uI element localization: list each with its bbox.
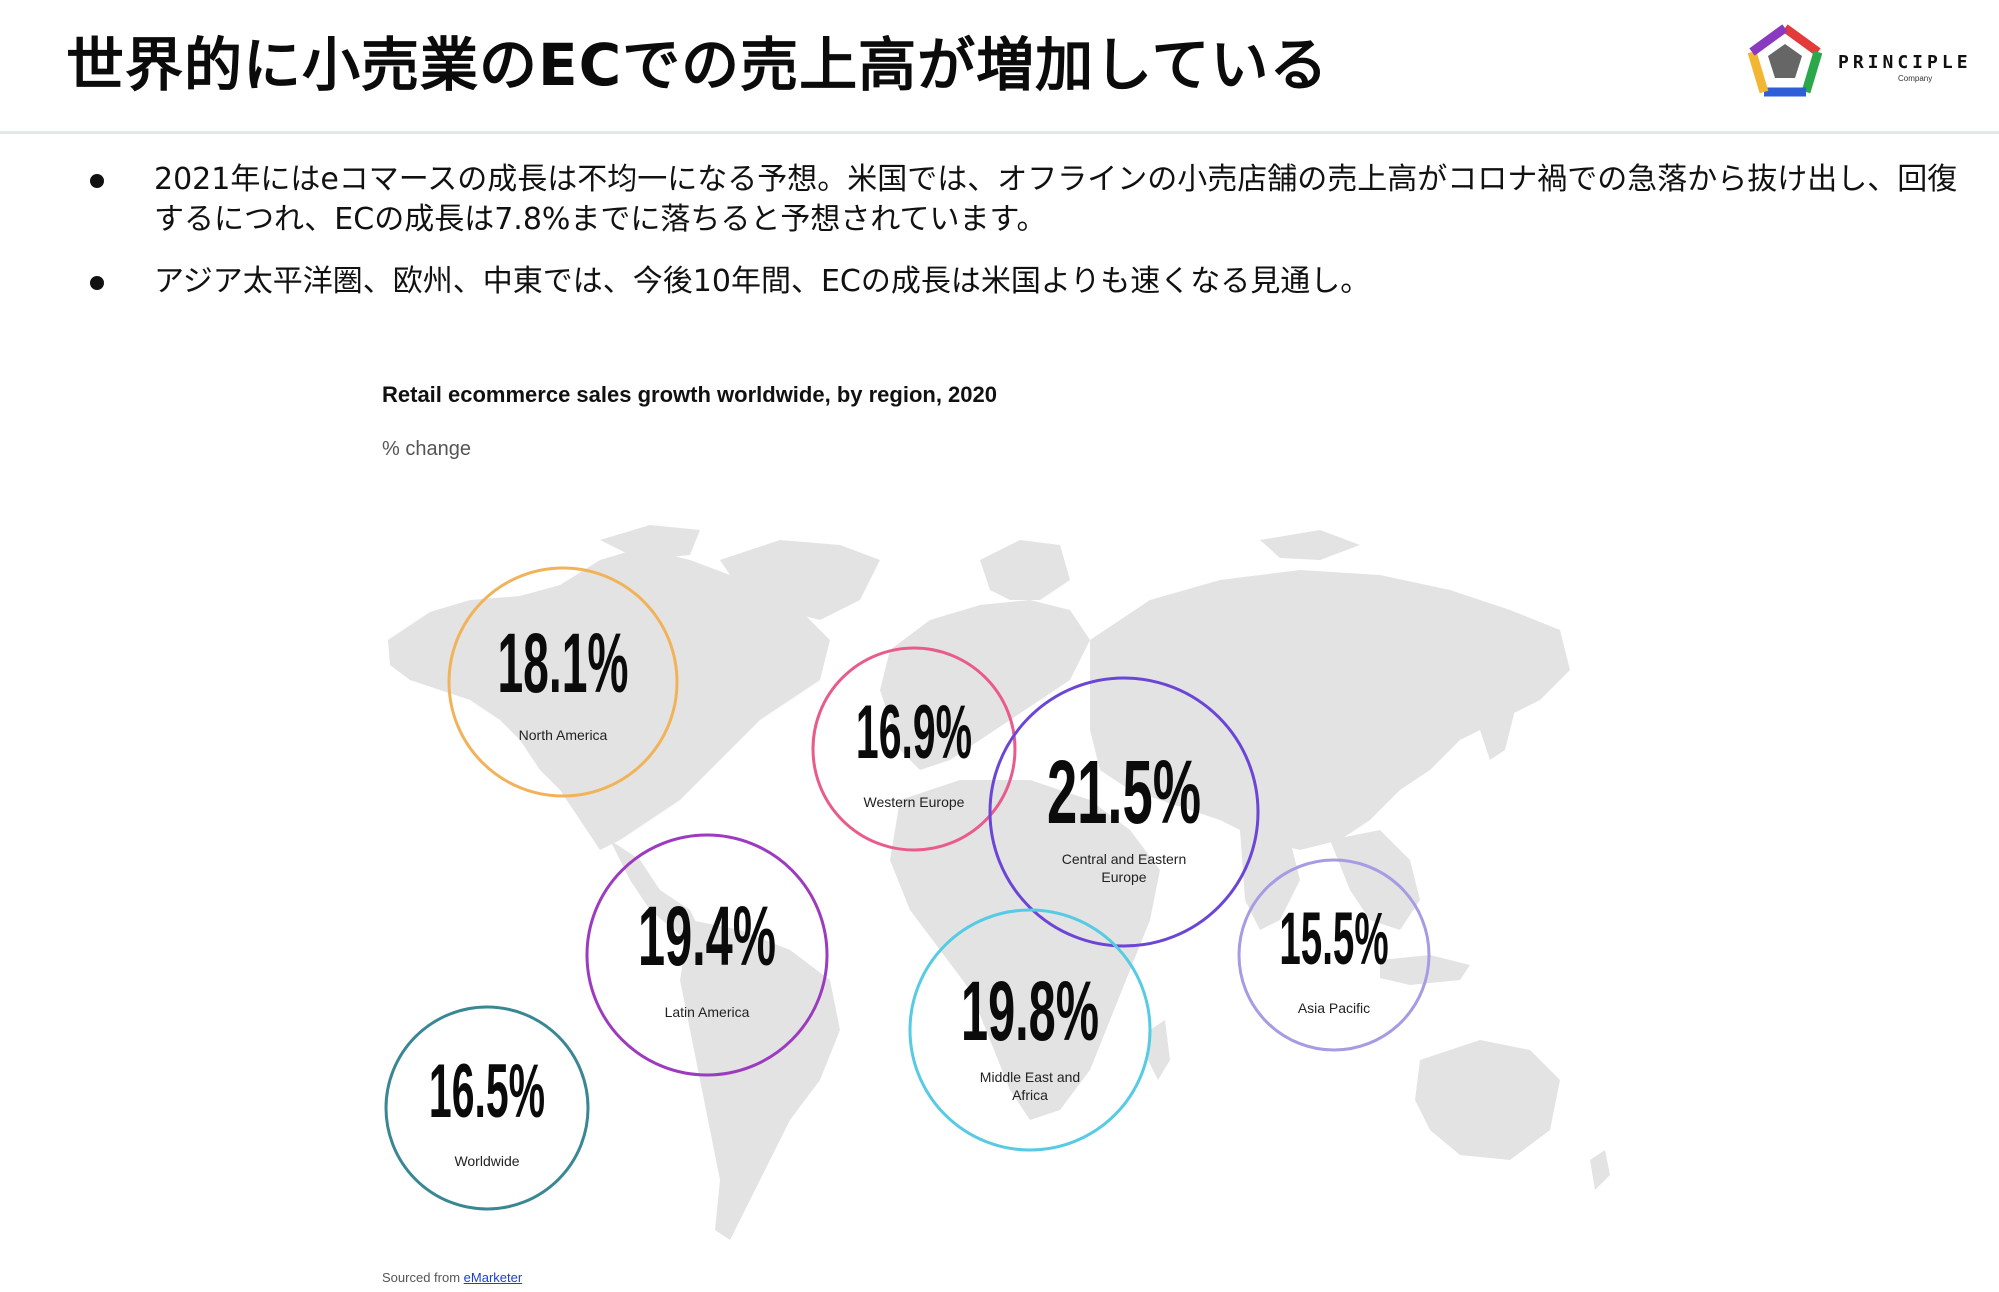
region-value: 19.4% — [638, 889, 776, 983]
bullet-list: 2021年にはeコマースの成長は不均一になる予想。米国では、オフラインの小売店舗… — [90, 160, 1970, 324]
pentagon-logo-icon — [1748, 24, 1822, 97]
figure-subtitle: % change — [382, 438, 471, 460]
region-bubble-worldwide: 16.5% Worldwide — [384, 1005, 590, 1211]
region-circle — [988, 676, 1260, 948]
region-value: 15.5% — [1279, 897, 1388, 980]
logo-wordmark: PRINCIPLE — [1838, 52, 1972, 73]
bullet-dot-icon — [90, 174, 104, 188]
region-circle — [585, 833, 829, 1077]
region-label: Worldwide — [454, 1153, 519, 1169]
region-circle — [908, 908, 1152, 1152]
figure-title: Retail ecommerce sales growth worldwide,… — [382, 382, 997, 407]
region-bubble-latin-america: 19.4% Latin America — [585, 833, 829, 1077]
region-label: Africa — [1012, 1087, 1048, 1103]
region-circle — [447, 566, 679, 798]
bullet-text: アジア太平洋圏、欧州、中東では、今後10年間、ECの成長は米国よりも速くなる見通… — [154, 264, 1371, 299]
region-value: 16.9% — [856, 690, 972, 775]
region-label: Central and Eastern — [1062, 851, 1187, 867]
header-divider — [0, 131, 1999, 134]
region-label: Asia Pacific — [1298, 1000, 1370, 1016]
slide-title: 世界的に小売業のECでの売上高が増加している — [66, 31, 1329, 99]
region-value: 16.5% — [429, 1049, 545, 1134]
bullet-item: アジア太平洋圏、欧州、中東では、今後10年間、ECの成長は米国よりも速くなる見通… — [90, 262, 1970, 302]
logo-subtitle: Company — [1898, 74, 1933, 83]
bullet-item: 2021年にはeコマースの成長は不均一になる予想。米国では、オフラインの小売店舗… — [90, 160, 1970, 240]
region-value: 18.1% — [497, 616, 628, 710]
region-label: Latin America — [665, 1004, 750, 1020]
region-circle — [384, 1005, 590, 1211]
source-note: Sourced from eMarketer — [382, 1270, 522, 1285]
bullet-text: 2021年にはeコマースの成長は不均一になる予想。米国では、オフラインの小売店舗… — [154, 162, 1958, 237]
emarketer-link[interactable]: eMarketer — [463, 1270, 523, 1285]
region-label: North America — [519, 727, 608, 743]
region-value: 21.5% — [1047, 743, 1201, 843]
region-circle — [1237, 858, 1431, 1052]
region-bubble-north-america: 18.1% North America — [447, 566, 679, 798]
region-bubble-western-europe: 16.9% Western Europe — [811, 646, 1017, 852]
region-bubble-asia-pacific: 15.5% Asia Pacific — [1237, 858, 1431, 1052]
region-bubbles: 18.1% North America 16.9% Western Europe 21.… — [384, 566, 1431, 1211]
source-prefix: Sourced from — [382, 1270, 464, 1285]
region-circle — [811, 646, 1017, 852]
world-map-land — [388, 525, 1610, 1240]
bullet-dot-icon — [90, 276, 104, 290]
region-label: Middle East and — [980, 1069, 1080, 1085]
region-label: Europe — [1101, 869, 1146, 885]
company-logo: PRINCIPLE Company — [1748, 24, 1988, 104]
region-bubble-middle-east-africa: 19.8% Middle East and Africa — [908, 908, 1152, 1152]
region-value: 19.8% — [961, 964, 1099, 1058]
region-label: Western Europe — [864, 794, 965, 810]
region-bubble-central-eastern-europe: 21.5% Central and Eastern Europe — [988, 676, 1260, 948]
